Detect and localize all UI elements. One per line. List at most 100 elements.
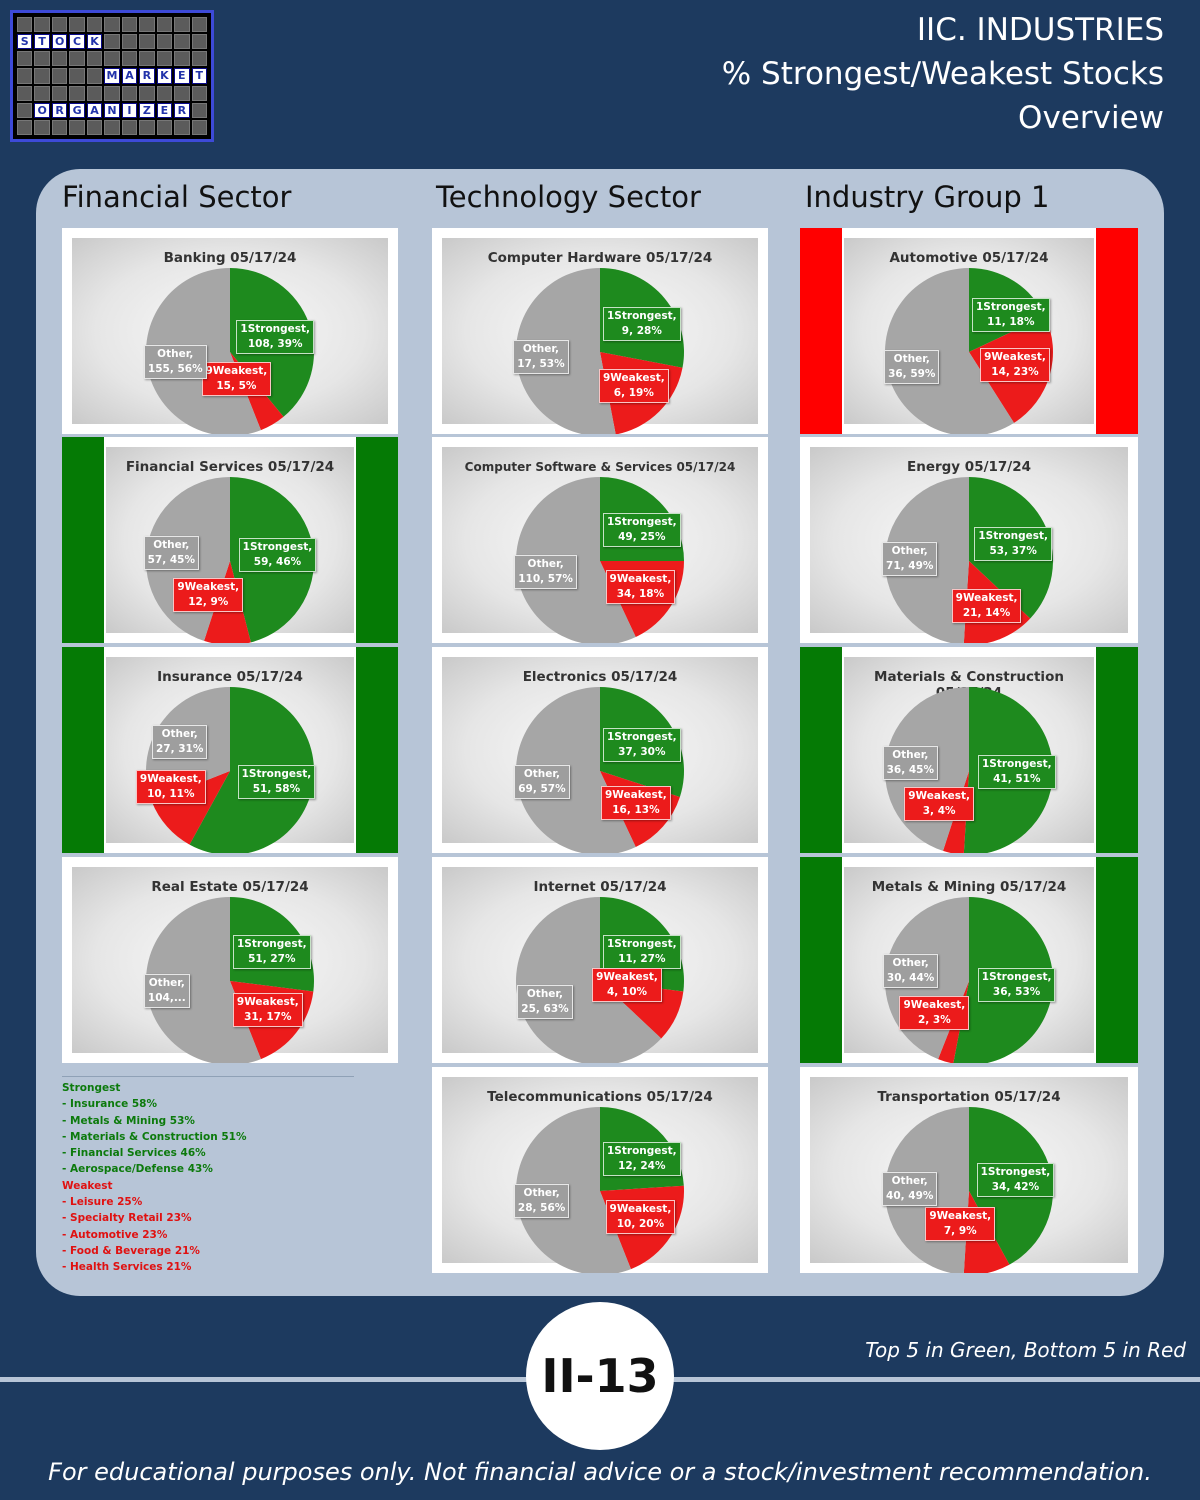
pie-data-label-value: 36, 59% — [888, 367, 936, 380]
pie-chart-title: Computer Software & Services 05/17/24 — [464, 460, 736, 474]
pie-data-label-name: 1Strongest, — [976, 300, 1046, 313]
pie-data-label-name: 1Strongest, — [607, 1144, 677, 1157]
logo-cell — [34, 68, 50, 84]
pie-data-label-name: 1Strongest, — [240, 323, 311, 336]
pie-data-label-value: 155, 56% — [147, 362, 203, 375]
pie-data-label: Other, 104,... — [143, 973, 190, 1008]
pie-chart-card: Banking 05/17/24 1Strongest, 108, 39% 9Weak… — [62, 228, 398, 434]
pie-data-label-name: Other, — [892, 957, 929, 970]
logo-cell — [17, 17, 33, 33]
pie-data-label-name: Other, — [891, 545, 928, 558]
pie-chart-title: Financial Services 05/17/24 — [125, 459, 335, 475]
logo-cell — [86, 68, 103, 84]
pie-data-label: Other, 110, 57% — [514, 555, 577, 590]
pie-data-label: 9Weakest, 12, 9% — [173, 578, 244, 613]
pie-data-label-value: 53, 37% — [989, 544, 1037, 557]
pie-data-label-name: 9Weakest, — [955, 591, 1018, 604]
pie-data-label: 1Strongest, 12, 24% — [603, 1141, 681, 1176]
legend-strongest-title: Strongest — [62, 1082, 121, 1094]
highlight-note: Top 5 in Green, Bottom 5 in Red — [865, 1338, 1186, 1362]
logo-letter: R — [139, 68, 155, 84]
pie-chart-area: Real Estate 05/17/24 1Strongest, 51, 27% 9W… — [72, 867, 388, 1063]
logo-cell — [51, 51, 68, 67]
top5-highlight-bar — [1096, 857, 1138, 1063]
logo-letter: K — [156, 68, 173, 84]
top5-highlight-bar — [62, 647, 104, 853]
pie-data-label-value: 37, 30% — [618, 746, 666, 759]
logo-letter: K — [86, 34, 103, 50]
logo-cell — [191, 34, 207, 50]
logo-cell — [174, 51, 190, 67]
legend-weakest-item: - Automotive 23% — [62, 1228, 168, 1241]
pie-data-label-value: 36, 53% — [992, 986, 1041, 999]
pie-data-label-name: 9Weakest, — [139, 773, 202, 786]
pie-data-label: 9Weakest, 2, 3% — [899, 996, 970, 1030]
pie-data-label: 1Strongest, 9, 28% — [603, 306, 681, 341]
header-line-3: Overview — [1018, 100, 1164, 136]
logo-cell — [121, 51, 138, 67]
logo-cell — [104, 85, 120, 101]
pie-chart-title: Transportation 05/17/24 — [877, 1089, 1061, 1105]
pie-chart-card: Financial Services 05/17/24 1Strongest, 59… — [62, 437, 398, 643]
pie-data-label-value: 27, 31% — [155, 742, 204, 755]
pie-chart-card: Metals & Mining 05/17/24 1Strongest, 36, 5… — [800, 857, 1138, 1063]
logo-cell — [69, 51, 85, 67]
strongest-weakest-legend: Strongest - Insurance 58% - Metals & Min… — [62, 1076, 354, 1276]
logo-cell — [174, 17, 190, 33]
pie-data-label-name: 9Weakest, — [609, 1202, 672, 1215]
top5-highlight-bar — [356, 437, 398, 643]
legend-strongest-item: - Insurance 58% — [62, 1098, 157, 1111]
logo-cell — [191, 102, 207, 118]
pie-data-label: 1Strongest, 34, 42% — [976, 1163, 1055, 1198]
pie-data-label: 1Strongest, 41, 51% — [977, 755, 1056, 790]
pie-slice-other — [516, 897, 662, 1063]
pie-data-label: Other, 155, 56% — [143, 344, 207, 379]
legend-weakest-item: - Food & Beverage 21% — [62, 1244, 200, 1257]
pie-data-label: 9Weakest, 7, 9% — [925, 1206, 996, 1241]
logo-cell — [17, 51, 33, 67]
logo-cell — [17, 102, 33, 118]
column-title-industry-group: Industry Group 1 — [805, 180, 1050, 214]
pie-chart-area: Electronics 05/17/24 1Strongest, 37, 30% 9W… — [442, 657, 758, 853]
pie-data-label-value: 9, 28% — [621, 324, 662, 337]
pie-data-label-value: 34, 42% — [991, 1181, 1040, 1194]
legend-strongest-item: - Materials & Construction 51% — [62, 1130, 247, 1143]
legend-weakest-title: Weakest — [62, 1179, 113, 1192]
pie-chart-area: Automotive 05/17/24 1Strongest, 11, 18% 9We… — [844, 238, 1094, 434]
bottom5-highlight-bar — [800, 228, 842, 434]
logo-cell — [69, 119, 85, 135]
pie-chart-area: Telecommunications 05/17/24 1Strongest, 12… — [442, 1077, 758, 1273]
pie-data-label-value: 11, 18% — [987, 315, 1035, 328]
pie-chart-area: Materials & Construction 05/17/241Strong… — [844, 657, 1094, 853]
logo-cell — [156, 85, 173, 101]
pie-data-label-name: 1Strongest, — [607, 937, 677, 950]
pie-data-label-value: 6, 19% — [613, 386, 654, 399]
logo-cell — [191, 17, 207, 33]
pie-chart-area: Insurance 05/17/24 1Strongest, 51, 58% 9Wea… — [106, 657, 354, 853]
logo-cell — [86, 85, 103, 101]
pie-data-label: 9Weakest, 16, 13% — [601, 785, 671, 820]
logo-letter: G — [69, 102, 85, 118]
pie-data-label-name: 1Strongest, — [607, 731, 677, 744]
logo-cell — [121, 85, 138, 101]
pie-chart-card: Materials & Construction 05/17/241Strong… — [800, 647, 1138, 853]
pie-data-label: 9Weakest, 21, 14% — [951, 588, 1022, 623]
logo-letter: M — [104, 68, 120, 84]
pie-data-label-value: 59, 46% — [253, 556, 302, 569]
pie-data-label-value: 16, 13% — [612, 803, 660, 816]
pie-chart-card: Computer Hardware 05/17/24 1Strongest, 9, … — [432, 228, 768, 434]
logo-cell — [121, 119, 138, 135]
logo-letter: E — [174, 68, 190, 84]
logo-letter: R — [174, 102, 190, 118]
pie-chart-title: Computer Hardware 05/17/24 — [487, 250, 713, 266]
logo-cell — [156, 17, 173, 33]
pie-data-label-value: 28, 56% — [517, 1201, 566, 1214]
pie-data-label: 9Weakest, 10, 20% — [605, 1199, 676, 1234]
logo-cell — [174, 34, 190, 50]
pie-data-label-name: 9Weakest, — [609, 572, 672, 585]
pie-data-label: 1Strongest, 53, 37% — [974, 526, 1053, 561]
logo-cell — [34, 119, 50, 135]
pie-chart-card: Telecommunications 05/17/24 1Strongest, 12… — [432, 1067, 768, 1273]
logo-letter: Z — [139, 102, 155, 118]
logo-letter: S — [17, 34, 33, 50]
